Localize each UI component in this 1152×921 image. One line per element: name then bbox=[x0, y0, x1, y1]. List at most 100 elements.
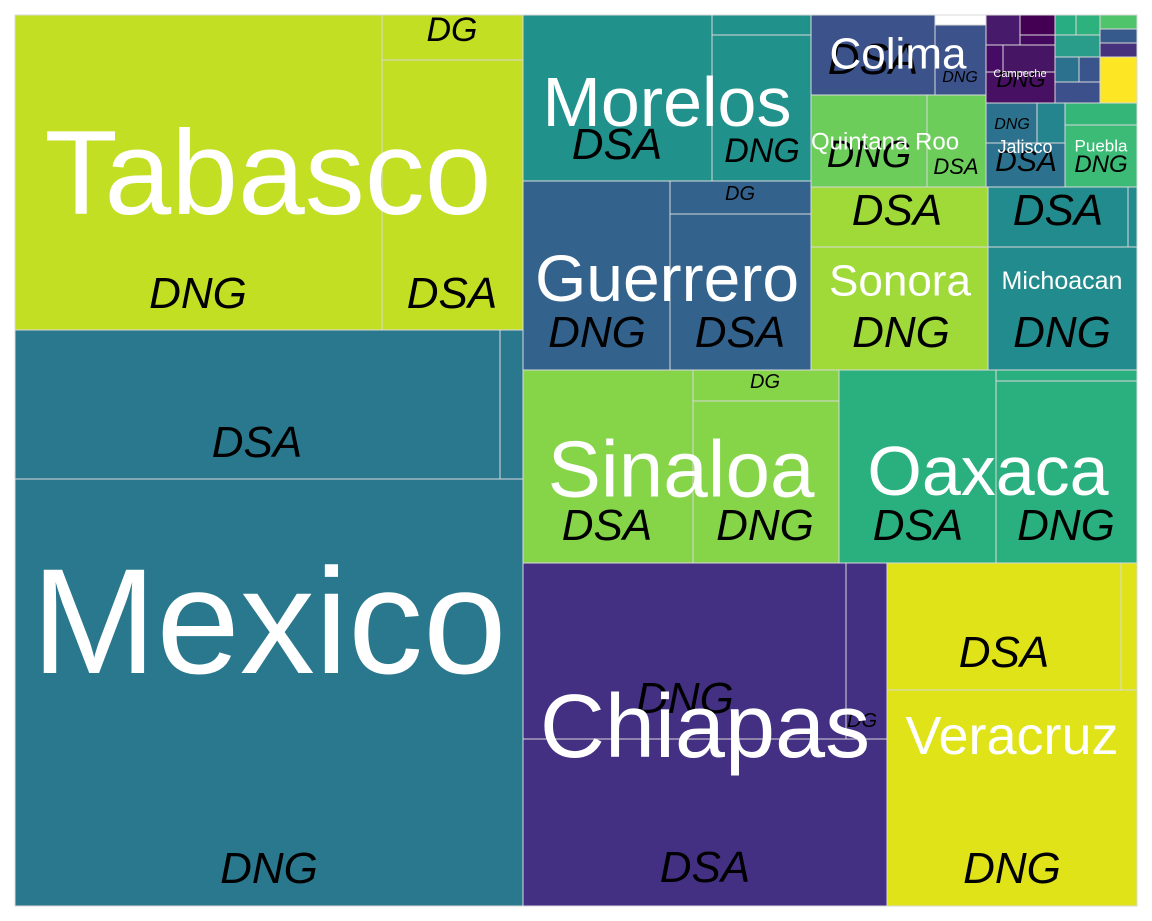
sub-label-oaxaca-dng: DNG bbox=[1017, 501, 1115, 550]
sub-label-morelos-dng: DNG bbox=[724, 132, 800, 170]
tile-guerrero-dg bbox=[669, 180, 812, 215]
tile-colima-dsa bbox=[810, 14, 936, 96]
sub-label-mexico-dng: DNG bbox=[220, 844, 318, 893]
tile-minor-15 bbox=[1036, 102, 1066, 144]
tile-minor-1 bbox=[1019, 14, 1056, 36]
sub-label-veracruz-dsa: DSA bbox=[959, 628, 1049, 677]
tile-quintana-roo-dsa bbox=[926, 94, 987, 188]
sub-label-sinaloa-dsa: DSA bbox=[562, 501, 652, 550]
tile-mexico-dsa bbox=[14, 329, 501, 480]
tile-tabasco-dg bbox=[381, 14, 524, 61]
tile-guerrero-dng bbox=[522, 180, 671, 371]
tile-minor-4 bbox=[1002, 44, 1056, 73]
sub-label-veracruz-dng: DNG bbox=[963, 844, 1061, 893]
tile-minor-14 bbox=[1099, 56, 1138, 104]
tile-minor-0 bbox=[985, 14, 1021, 46]
tile-tabasco-dng bbox=[14, 14, 383, 331]
tile-oaxaca-dsa bbox=[838, 369, 997, 564]
state-label-sonora: Sonora bbox=[829, 257, 971, 306]
sub-label-michoacan-dng: DNG bbox=[1013, 308, 1111, 357]
tile-chiapas-dng bbox=[522, 562, 847, 740]
tile-group-oaxaca bbox=[838, 369, 1138, 564]
tile-morelos-other bbox=[711, 14, 812, 36]
sub-label-guerrero-dg: DG bbox=[725, 183, 755, 205]
state-label-chiapas: Chiapas bbox=[540, 677, 870, 777]
tiles-layer bbox=[14, 14, 1138, 907]
tile-group-tabasco bbox=[14, 14, 524, 331]
tile-michoacan-dsa bbox=[987, 186, 1129, 248]
tile-minor-9 bbox=[1078, 56, 1102, 83]
sub-label-chiapas-dsa: DSA bbox=[660, 843, 750, 892]
tile-minor-16 bbox=[1064, 102, 1138, 126]
tile-group-sonora bbox=[810, 186, 989, 371]
sub-label-mexico-dsa: DSA bbox=[212, 418, 302, 467]
tile-mexico-dng bbox=[14, 478, 524, 907]
tile-minor-13 bbox=[1099, 42, 1138, 58]
sub-label-tabasco-dsa: DSA bbox=[407, 269, 497, 318]
state-label-tabasco: Tabasco bbox=[45, 106, 492, 240]
tile-minor-5 bbox=[1054, 14, 1077, 36]
sub-label-colima-dsa: DSA bbox=[828, 35, 918, 84]
sub-label-sonora-dsa: DSA bbox=[852, 186, 942, 235]
sub-label-chiapas-dng: DNG bbox=[636, 674, 734, 723]
state-label-campeche: Campeche bbox=[993, 68, 1046, 80]
sub-label-guerrero-dsa: DSA bbox=[695, 308, 785, 357]
state-label-jalisco: Jalisco bbox=[997, 137, 1052, 157]
sub-label-sinaloa-dg: DG bbox=[750, 371, 780, 393]
tile-minor-6 bbox=[1075, 14, 1101, 36]
state-label-puebla: Puebla bbox=[1075, 137, 1128, 156]
sub-label-quintana-roo-dsa: DSA bbox=[933, 154, 978, 179]
state-label-guerrero: Guerrero bbox=[535, 241, 799, 315]
tile-chiapas-dg bbox=[845, 562, 888, 740]
tile-group-michoacan bbox=[987, 186, 1138, 371]
sub-label-chiapas-dg: DG bbox=[847, 710, 877, 732]
sub-label-sinaloa-dng: DNG bbox=[716, 501, 814, 550]
tile-veracruz-dng bbox=[886, 689, 1138, 907]
tile-minor-7 bbox=[1054, 34, 1101, 58]
tile-oaxaca-other bbox=[995, 369, 1138, 382]
sub-label-guerrero-dng: DNG bbox=[548, 308, 646, 357]
tile-group-jalisco bbox=[985, 102, 1066, 188]
state-label-michoacan: Michoacan bbox=[1002, 267, 1123, 295]
state-label-mexico: Mexico bbox=[31, 537, 506, 705]
state-label-veracruz: Veracruz bbox=[905, 706, 1118, 766]
state-label-sinaloa: Sinaloa bbox=[548, 425, 815, 514]
tile-sinaloa-dng bbox=[692, 400, 840, 564]
tile-veracruz-other bbox=[1120, 562, 1138, 691]
tile-quintana-roo-dng bbox=[810, 94, 928, 188]
tile-veracruz-dsa bbox=[886, 562, 1122, 691]
tile-group-quintana-roo bbox=[810, 94, 987, 188]
tile-chiapas-dsa bbox=[522, 738, 888, 907]
sub-label-quintana-roo-dng: DNG bbox=[827, 134, 911, 176]
labels-layer: DNG DSA DNG DSA DG DSA DNG DG DNG DSA DSA DNG DG DSA D… bbox=[31, 11, 1128, 893]
tile-group-mexico bbox=[14, 329, 524, 907]
sub-label-tabasco-dg: DG bbox=[427, 11, 478, 49]
sub-label-jalisco-dng: DNG bbox=[994, 116, 1030, 133]
sub-label-colima-dng: DNG bbox=[942, 69, 978, 86]
tile-minor-8 bbox=[1054, 56, 1080, 83]
sub-label-morelos-dsa: DSA bbox=[572, 120, 662, 169]
tile-mexico-other bbox=[499, 329, 524, 480]
sub-label-jalisco-dsa: DSA bbox=[995, 145, 1057, 178]
sub-label-tabasco-dng: DNG bbox=[149, 269, 247, 318]
tile-sinaloa-dg bbox=[692, 369, 840, 402]
tile-sonora-dng bbox=[810, 246, 989, 371]
state-label-quintana-roo: Quintana Roo bbox=[811, 129, 959, 156]
tile-group-colima bbox=[810, 14, 987, 96]
sub-label-oaxaca-dsa: DSA bbox=[873, 501, 963, 550]
tile-morelos-dsa bbox=[522, 14, 713, 182]
sub-label-campeche-dng: DNG bbox=[997, 67, 1046, 92]
sub-label-puebla-dng: DNG bbox=[1074, 151, 1127, 178]
tile-morelos-dng bbox=[711, 34, 812, 182]
tile-minor-10 bbox=[1054, 81, 1102, 104]
tile-minor-11 bbox=[1099, 14, 1138, 30]
tile-group-chiapas bbox=[522, 562, 888, 907]
tile-group-sinaloa bbox=[522, 369, 840, 564]
tile-michoacan-other bbox=[1127, 186, 1138, 248]
sub-label-sonora-dng: DNG bbox=[852, 308, 950, 357]
state-label-morelos: Morelos bbox=[543, 63, 792, 141]
tile-group-guerrero bbox=[522, 180, 812, 371]
state-label-oaxaca: Oaxaca bbox=[867, 432, 1108, 510]
tile-guerrero-dsa bbox=[669, 213, 812, 371]
